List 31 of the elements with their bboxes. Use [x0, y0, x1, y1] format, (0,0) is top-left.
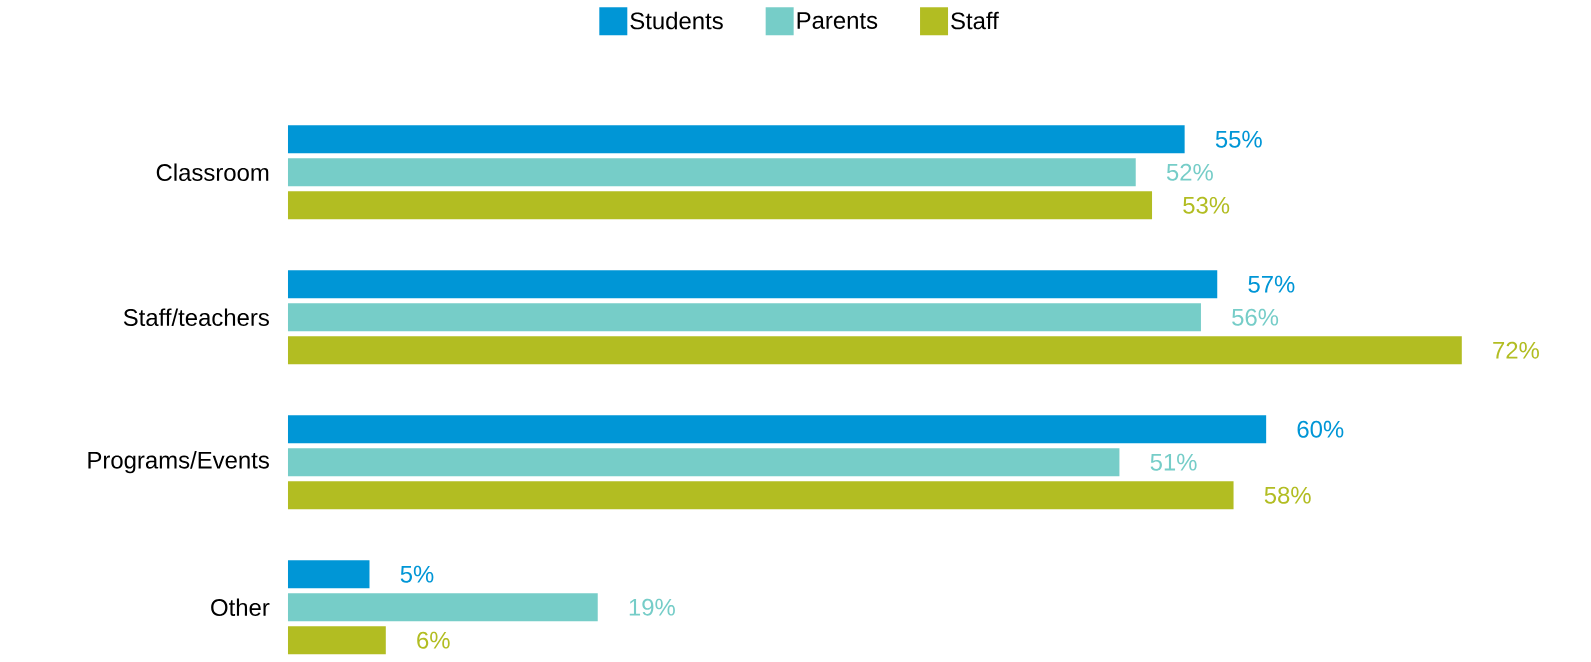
- bar: [287, 336, 1462, 365]
- y-tick-label: Other: [211, 598, 270, 617]
- data-label: 55%: [1215, 130, 1262, 148]
- data-label: 52%: [1166, 163, 1213, 181]
- bar: [287, 125, 1185, 154]
- bar: [287, 448, 1120, 477]
- data-label: 6%: [417, 631, 450, 649]
- data-label: 51%: [1150, 453, 1197, 471]
- data-label: 53%: [1183, 196, 1230, 214]
- y-tick-label: Programs/Events: [88, 451, 269, 474]
- bar: [287, 303, 1201, 332]
- bar: [287, 626, 386, 655]
- data-label: 19%: [629, 598, 675, 616]
- y-tick-label: Classroom: [156, 163, 269, 182]
- bar: [287, 593, 598, 622]
- y-tick-label: Staff/teachers: [123, 308, 269, 327]
- legend-label: Students: [630, 11, 723, 30]
- bar: [287, 415, 1267, 444]
- legend-label: Staff: [951, 11, 999, 30]
- data-label: 72%: [1493, 341, 1539, 359]
- data-label: 56%: [1232, 308, 1279, 326]
- data-label: 5%: [400, 565, 434, 583]
- data-label: 60%: [1297, 420, 1344, 438]
- bar: [287, 481, 1234, 510]
- bar: [287, 560, 370, 589]
- data-label: 57%: [1248, 275, 1295, 293]
- bar: [287, 270, 1218, 299]
- bar: [287, 158, 1136, 187]
- bar: [287, 191, 1153, 220]
- legend-label: Parents: [797, 12, 878, 29]
- data-label: 58%: [1264, 486, 1311, 504]
